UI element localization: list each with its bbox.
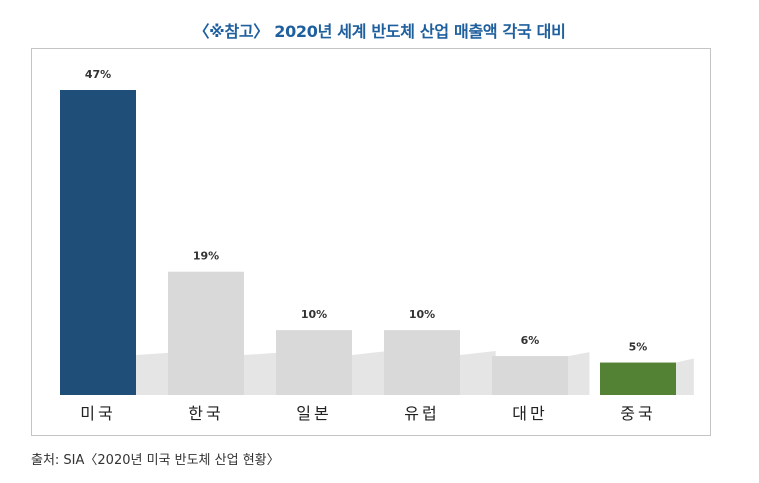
bar-shadow: [676, 358, 694, 395]
bar-4: [384, 330, 460, 395]
value-label: 6%: [521, 334, 540, 347]
bar-6: [600, 362, 676, 395]
bar-3: [276, 330, 352, 395]
source-note: 출처: SIA〈2020년 미국 반도체 산업 현황〉: [31, 453, 280, 468]
bar-shadow: [460, 351, 496, 395]
value-label: 47%: [85, 68, 111, 81]
bar-5: [492, 356, 568, 395]
chart-title: 〈※참고〉 2020년 세계 반도체 산업 매출액 각국 대비: [193, 22, 566, 41]
value-label: 10%: [301, 308, 327, 321]
category-label: 유럽: [404, 404, 439, 423]
bar-chart: 47% 미국 19% 한국 10% 일본 10% 유럽 6% 대만 5% 중국: [60, 68, 694, 423]
category-label: 일본: [296, 404, 331, 423]
bar-shadow: [568, 352, 590, 395]
value-label: 5%: [629, 341, 648, 354]
bar-1: [60, 90, 136, 395]
value-label: 19%: [193, 250, 219, 263]
value-label: 10%: [409, 308, 435, 321]
bar-shadow: [352, 351, 388, 395]
chart-frame: 47% 미국 19% 한국 10% 일본 10% 유럽 6% 대만 5% 중국: [31, 48, 711, 436]
category-label: 한국: [188, 404, 223, 423]
category-label: 대만: [512, 404, 547, 423]
category-label: 미국: [80, 404, 115, 423]
category-label: 중국: [620, 404, 655, 423]
bar-2: [168, 271, 244, 395]
